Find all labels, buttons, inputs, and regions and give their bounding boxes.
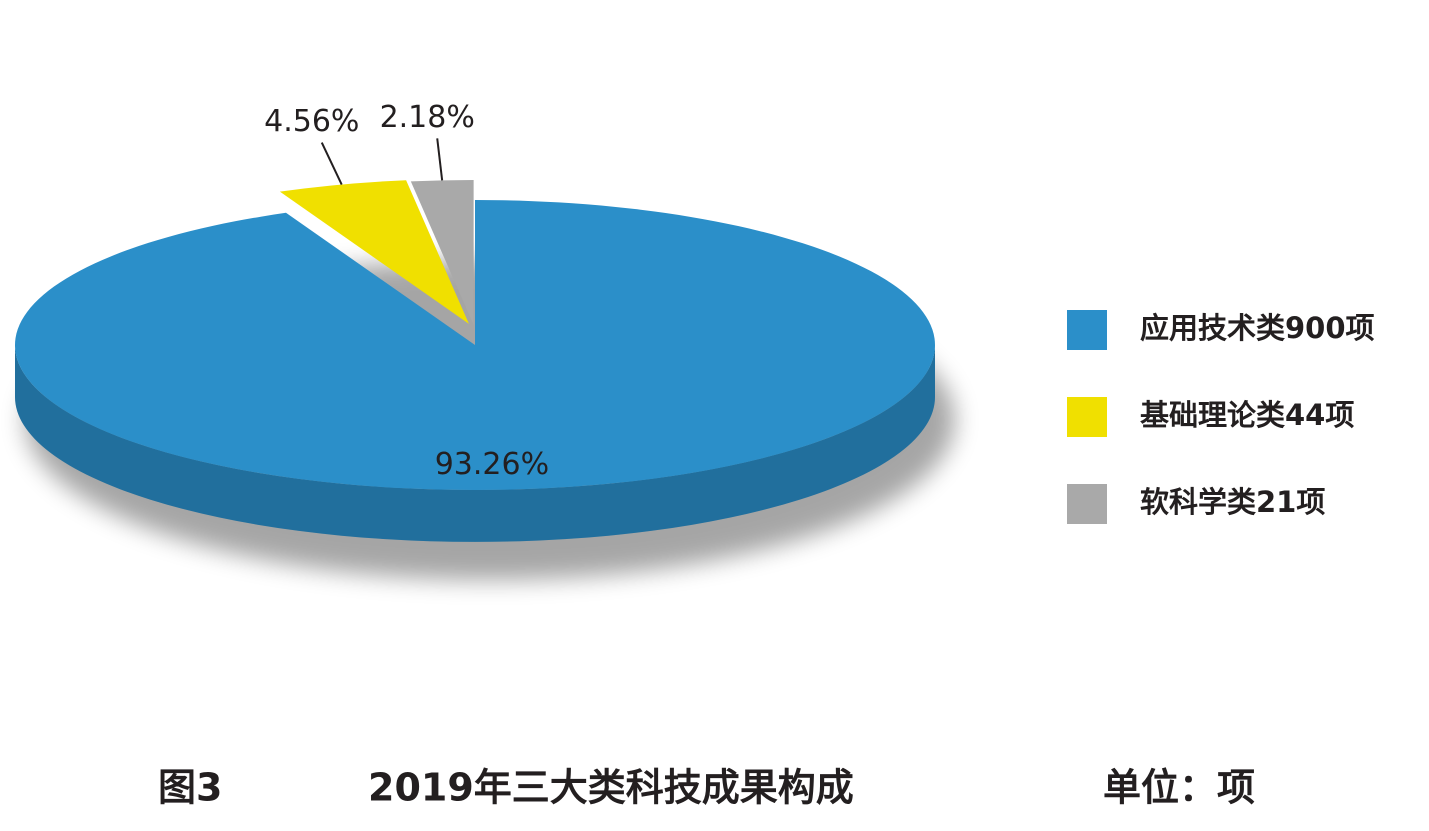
legend-label: 软科学类21项 <box>1140 485 1325 519</box>
slice <box>410 180 474 326</box>
leader-line <box>436 138 444 181</box>
unit-label: 单位：项 <box>1103 766 1255 810</box>
legend-swatch <box>1067 484 1107 524</box>
slice-side-shade <box>15 345 935 542</box>
chart-title: 2019年三大类科技成果构成 <box>368 766 854 810</box>
value-label: 93.26% <box>435 447 549 482</box>
value-label: 4.56% <box>264 104 359 139</box>
slice <box>279 180 469 324</box>
slice-side <box>15 345 935 542</box>
legend-label: 应用技术类900项 <box>1140 311 1375 345</box>
legend-swatch <box>1067 310 1107 350</box>
legend-swatch <box>1067 397 1107 437</box>
value-label: 2.18% <box>380 100 475 135</box>
slice <box>15 200 936 490</box>
legend-label: 基础理论类44项 <box>1140 398 1354 432</box>
figure-label: 图3 <box>158 766 222 810</box>
leader-line <box>320 142 343 185</box>
